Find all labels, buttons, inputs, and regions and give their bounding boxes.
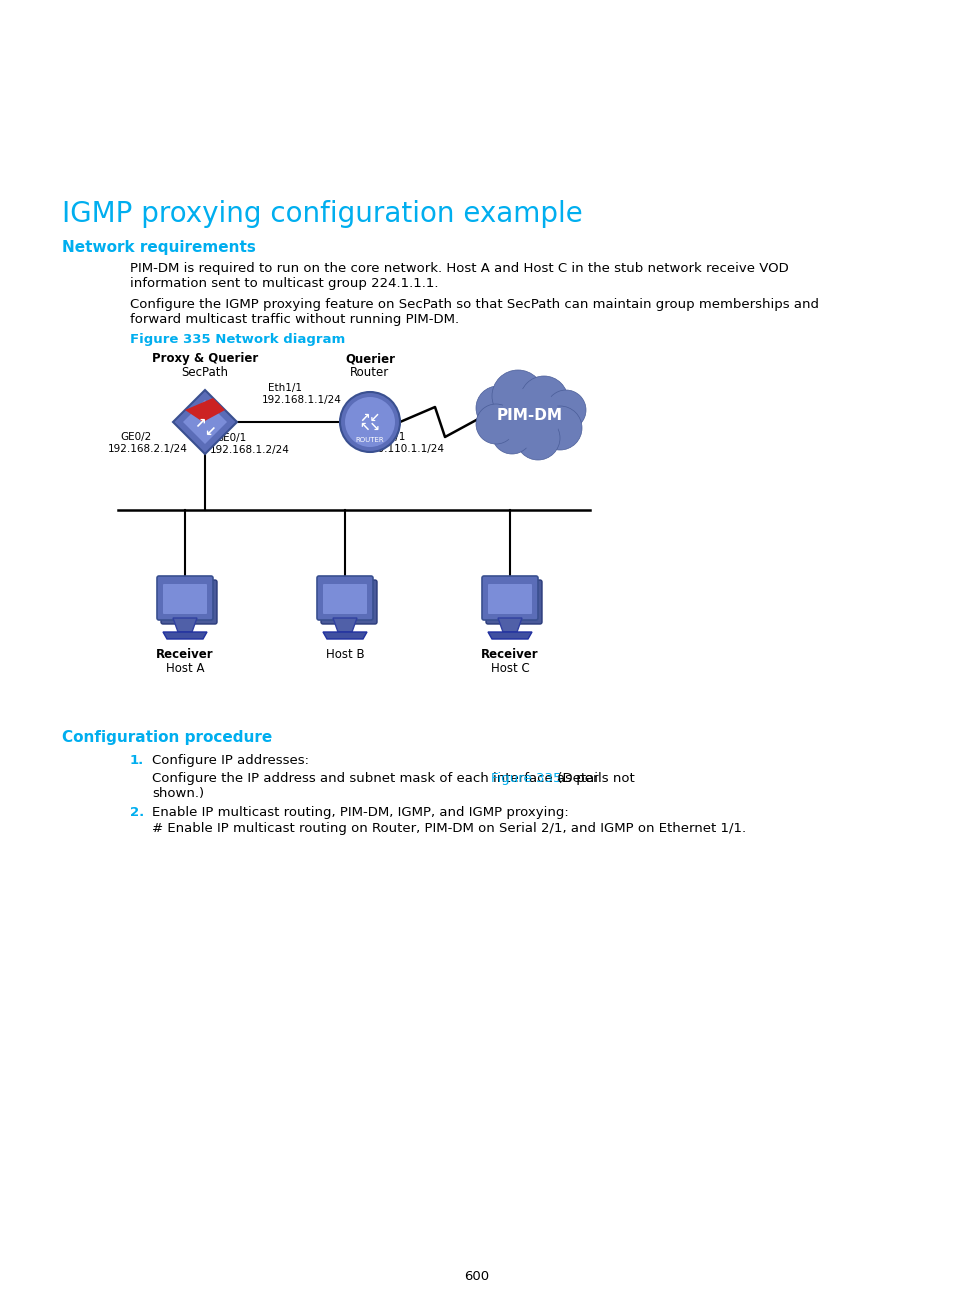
Text: 192.168.1.2/24: 192.168.1.2/24	[210, 445, 290, 455]
FancyBboxPatch shape	[157, 575, 213, 619]
Text: Configure the IP address and subnet mask of each interface as per: Configure the IP address and subnet mask…	[152, 772, 602, 785]
Text: IGMP proxying configuration example: IGMP proxying configuration example	[62, 200, 582, 228]
Circle shape	[537, 406, 581, 450]
Circle shape	[519, 376, 567, 424]
Text: Configure IP addresses:: Configure IP addresses:	[152, 754, 309, 767]
Text: Configuration procedure: Configuration procedure	[62, 730, 272, 745]
Polygon shape	[323, 632, 367, 639]
Text: GE0/2: GE0/2	[120, 432, 152, 442]
Polygon shape	[333, 618, 356, 632]
FancyBboxPatch shape	[163, 584, 207, 614]
Text: Figure 335 Network diagram: Figure 335 Network diagram	[130, 333, 345, 346]
Text: forward multicast traffic without running PIM-DM.: forward multicast traffic without runnin…	[130, 314, 458, 327]
Text: Host B: Host B	[325, 648, 364, 661]
Circle shape	[492, 369, 543, 422]
Text: 192.168.1.1/24: 192.168.1.1/24	[262, 395, 341, 404]
Text: PIM-DM: PIM-DM	[497, 408, 562, 424]
FancyBboxPatch shape	[161, 581, 216, 623]
Circle shape	[516, 416, 559, 460]
Text: 2.: 2.	[130, 806, 144, 819]
Circle shape	[492, 413, 532, 454]
Text: . (Details not: . (Details not	[548, 772, 634, 785]
Circle shape	[499, 388, 559, 448]
Text: Receiver: Receiver	[480, 648, 538, 661]
Polygon shape	[172, 618, 196, 632]
Circle shape	[476, 386, 519, 430]
Text: Router: Router	[350, 365, 389, 378]
Text: information sent to multicast group 224.1.1.1.: information sent to multicast group 224.…	[130, 277, 438, 290]
Polygon shape	[497, 618, 521, 632]
Text: Receiver: Receiver	[156, 648, 213, 661]
Text: PIM-DM is required to run on the core network. Host A and Host C in the stub net: PIM-DM is required to run on the core ne…	[130, 262, 788, 275]
Text: Eth1/1: Eth1/1	[268, 384, 302, 393]
Text: SecPath: SecPath	[181, 365, 229, 378]
Text: Network requirements: Network requirements	[62, 240, 255, 255]
Polygon shape	[488, 632, 532, 639]
Text: 192.168.2.1/24: 192.168.2.1/24	[108, 445, 188, 454]
Text: GE0/1: GE0/1	[214, 433, 246, 443]
Polygon shape	[163, 632, 207, 639]
FancyBboxPatch shape	[481, 575, 537, 619]
Text: 600: 600	[464, 1270, 489, 1283]
Text: shown.): shown.)	[152, 787, 204, 800]
Text: ↗: ↗	[194, 417, 206, 432]
FancyBboxPatch shape	[323, 584, 367, 614]
Text: Proxy & Querier: Proxy & Querier	[152, 353, 258, 365]
Circle shape	[545, 390, 585, 430]
Text: # Enable IP multicast routing on Router, PIM-DM on Serial 2/1, and IGMP on Ether: # Enable IP multicast routing on Router,…	[152, 822, 745, 835]
Text: ↙: ↙	[204, 425, 215, 439]
Text: ↗↙: ↗↙	[359, 412, 380, 425]
Circle shape	[339, 391, 399, 452]
FancyBboxPatch shape	[488, 584, 532, 614]
Text: Host C: Host C	[490, 662, 529, 675]
Text: ROUTER: ROUTER	[355, 437, 384, 443]
FancyBboxPatch shape	[320, 581, 376, 623]
Text: Configure the IGMP proxying feature on SecPath so that SecPath can maintain grou: Configure the IGMP proxying feature on S…	[130, 298, 818, 311]
Text: 1.: 1.	[130, 754, 144, 767]
Text: Figure 335: Figure 335	[491, 772, 561, 785]
Text: S2/1: S2/1	[381, 432, 405, 442]
Circle shape	[476, 404, 516, 445]
Circle shape	[345, 397, 395, 447]
FancyBboxPatch shape	[485, 581, 541, 623]
Polygon shape	[172, 390, 236, 454]
Text: 10.110.1.1/24: 10.110.1.1/24	[372, 445, 444, 454]
Text: ↖↘: ↖↘	[359, 420, 380, 433]
Text: Querier: Querier	[345, 353, 395, 365]
FancyBboxPatch shape	[316, 575, 373, 619]
Polygon shape	[185, 398, 225, 422]
Text: Host A: Host A	[166, 662, 204, 675]
Text: Enable IP multicast routing, PIM-DM, IGMP, and IGMP proxying:: Enable IP multicast routing, PIM-DM, IGM…	[152, 806, 568, 819]
Polygon shape	[183, 400, 227, 445]
